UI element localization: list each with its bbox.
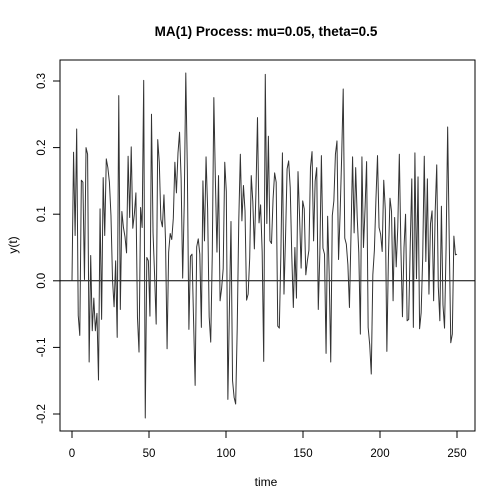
x-tick-label: 50 [143, 448, 156, 460]
y-tick-label: -0.1 [36, 337, 48, 357]
x-tick-label: 200 [370, 448, 389, 460]
y-tick-label: 0.1 [36, 206, 48, 222]
x-axis: 0 50 100 150 200 250 [69, 430, 467, 460]
x-tick-label: 0 [69, 448, 75, 460]
y-tick-label: 0.2 [36, 140, 48, 156]
x-tick-label: 150 [293, 448, 312, 460]
x-tick-label: 100 [216, 448, 235, 460]
y-tick-label: 0.3 [36, 73, 48, 89]
y-tick-label: -0.2 [36, 404, 48, 424]
chart-title: MA(1) Process: mu=0.05, theta=0.5 [155, 24, 378, 39]
series-line [71, 72, 458, 419]
y-axis-label: y(t) [6, 236, 20, 253]
y-tick-label: 0.0 [36, 273, 48, 289]
x-tick-label: 250 [447, 448, 466, 460]
y-axis: -0.2 -0.1 0.0 0.1 0.2 0.3 [36, 73, 61, 424]
x-axis-label: time [255, 475, 278, 489]
